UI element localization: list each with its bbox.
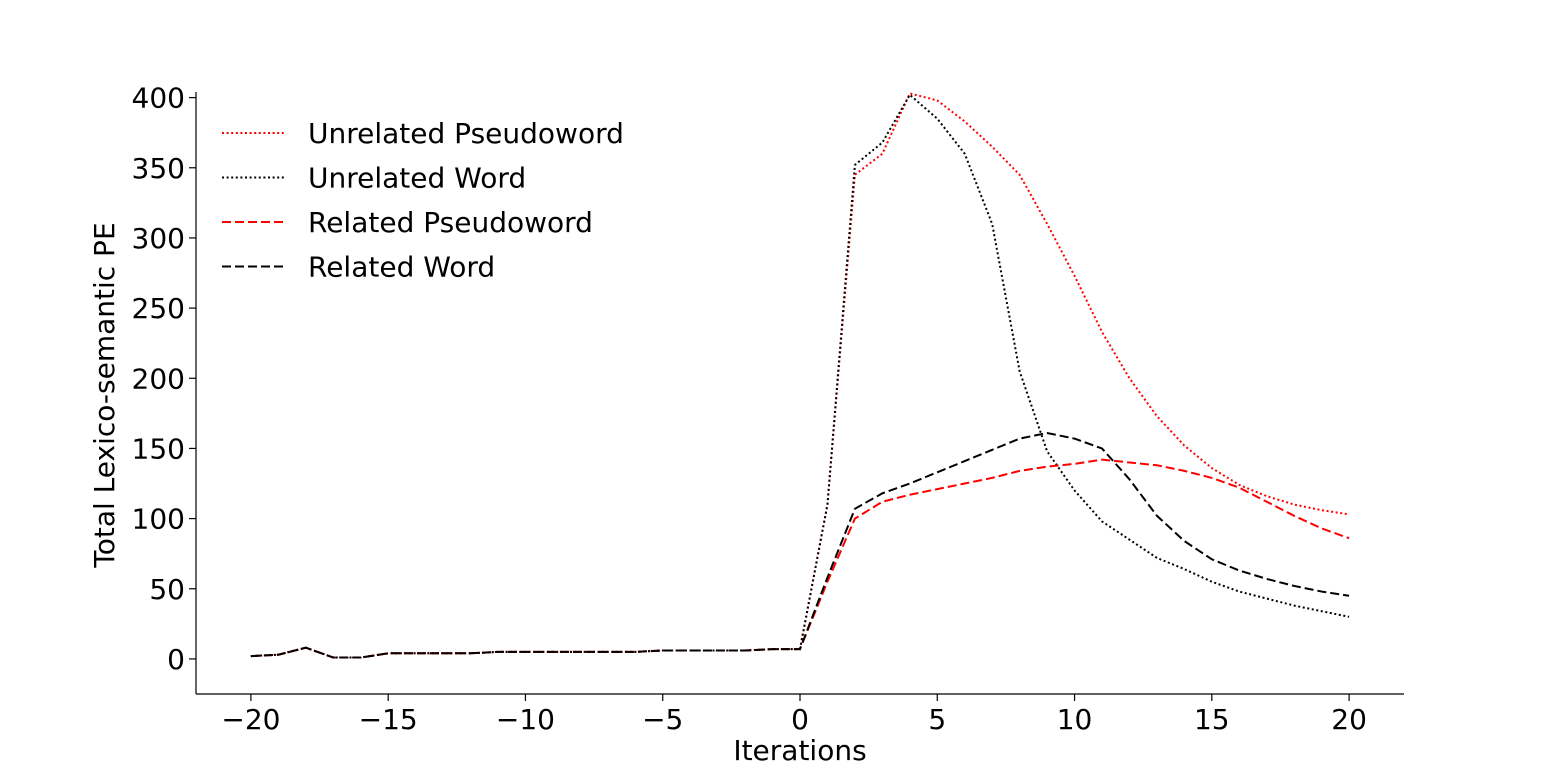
legend-item: Unrelated Pseudoword xyxy=(222,117,624,150)
x-axis-label: Iterations xyxy=(733,734,866,767)
legend-item: Related Pseudoword xyxy=(222,206,593,239)
legend-item: Unrelated Word xyxy=(222,162,526,195)
x-tick-label: 15 xyxy=(1194,703,1230,736)
x-tick-label: −15 xyxy=(359,703,418,736)
x-axis-ticks: −20 −15 −10 −5 0 5 10 15 20 xyxy=(221,694,1367,736)
y-axis-ticks: 0 50 100 150 200 250 300 350 400 xyxy=(132,82,196,676)
series-line-related-word xyxy=(250,431,1350,659)
x-tick-label: −5 xyxy=(642,703,683,736)
y-tick-label: 400 xyxy=(132,82,185,115)
y-tick-label: 200 xyxy=(132,362,185,395)
legend-label: Related Word xyxy=(308,251,495,284)
x-tick-label: 20 xyxy=(1331,703,1367,736)
y-tick-label: 250 xyxy=(132,292,185,325)
y-tick-label: 50 xyxy=(149,573,185,606)
y-tick-label: 350 xyxy=(132,152,185,185)
y-tick-label: 150 xyxy=(132,432,185,465)
legend-label: Unrelated Pseudoword xyxy=(308,117,624,150)
x-tick-label: 0 xyxy=(791,703,809,736)
x-tick-label: 10 xyxy=(1057,703,1093,736)
y-axis-label: Total Lexico-semantic PE xyxy=(88,222,121,568)
x-tick-label: −10 xyxy=(496,703,555,736)
x-tick-label: −20 xyxy=(221,703,280,736)
y-tick-label: 100 xyxy=(132,503,185,536)
legend-item: Related Word xyxy=(222,251,495,284)
plot-lines xyxy=(250,92,1350,659)
y-tick-label: 0 xyxy=(167,643,185,676)
series-line-related-pseudoword xyxy=(250,458,1350,659)
legend-label: Unrelated Word xyxy=(308,162,526,195)
legend: Unrelated Pseudoword Unrelated Word Relate… xyxy=(222,117,624,284)
x-tick-label: 5 xyxy=(928,703,946,736)
y-tick-label: 300 xyxy=(132,222,185,255)
legend-label: Related Pseudoword xyxy=(308,206,593,239)
